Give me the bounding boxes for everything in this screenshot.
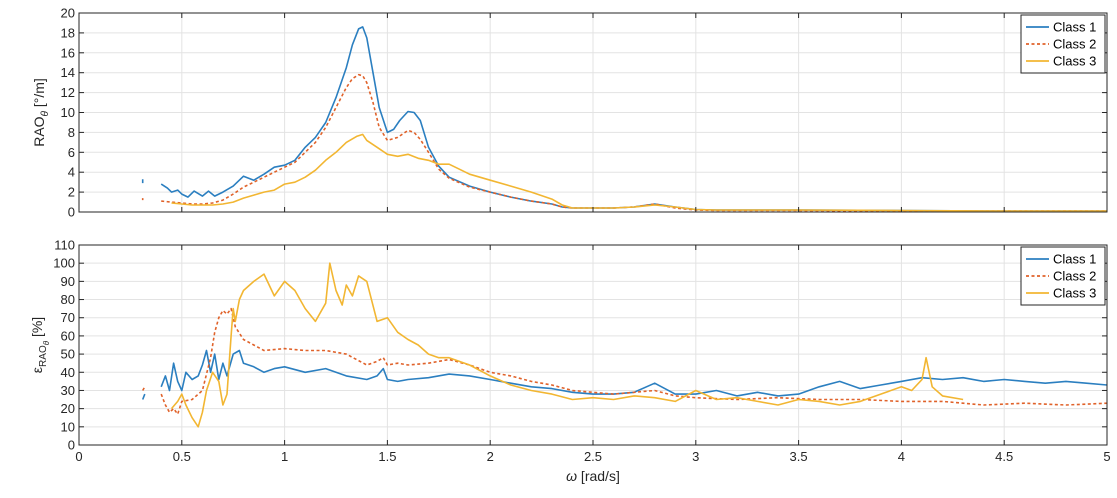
top-y-tick-label: 18 xyxy=(61,25,75,40)
bottom-x-axis-label: ω [rad/s] xyxy=(566,468,620,484)
bottom-legend-label-class-3: Class 3 xyxy=(1053,286,1096,301)
top-y-tick-label: 16 xyxy=(61,45,75,60)
bottom-x-tick-label: 2.5 xyxy=(584,449,602,464)
bottom-series-line-class-1 xyxy=(141,349,1107,400)
bottom-y-tick-label: 110 xyxy=(54,238,75,253)
bottom-x-tick-label: 3.5 xyxy=(790,449,808,464)
top-y-tick-label: 10 xyxy=(61,105,75,120)
top-y-tick-label: 6 xyxy=(68,145,75,160)
bottom-legend-box xyxy=(1020,246,1106,306)
top-legend-label-class-1: Class 1 xyxy=(1053,20,1096,35)
bottom-y-tick-label: 50 xyxy=(61,347,75,362)
top-series-line-class-2 xyxy=(141,73,1107,212)
top-y-axis-label: RAOθ [°/m] xyxy=(31,78,51,147)
bottom-legend-label-class-1: Class 1 xyxy=(1053,252,1096,267)
bottom-x-tick-label: 5 xyxy=(1103,449,1110,464)
bottom-y-tick-label: 100 xyxy=(53,256,75,271)
bottom-y-tick-label: 90 xyxy=(61,274,75,289)
bottom-x-tick-label: 1 xyxy=(281,449,288,464)
bottom-y-tick-label: 20 xyxy=(61,401,75,416)
bottom-y-tick-label: 60 xyxy=(61,328,75,343)
top-legend: Class 1 Class 2 Class 3 xyxy=(1020,14,1106,74)
bottom-x-tick-label: 4.5 xyxy=(995,449,1013,464)
top-y-tick-label: 8 xyxy=(68,125,75,140)
bottom-y-tick-label: 40 xyxy=(61,365,75,380)
top-legend-box xyxy=(1020,14,1106,74)
bottom-series-line-class-2 xyxy=(142,307,1107,415)
top-legend-label-class-3: Class 3 xyxy=(1053,54,1096,69)
bottom-x-tick-label: 4 xyxy=(898,449,905,464)
top-legend-label-class-2: Class 2 xyxy=(1053,37,1096,52)
top-y-tick-label: 12 xyxy=(61,85,75,100)
bottom-y-tick-label: 0 xyxy=(68,438,75,453)
bottom-series-line-class-3 xyxy=(170,262,964,428)
bottom-x-tick-label: 1.5 xyxy=(378,449,396,464)
bottom-y-axis-label: εRAOθ [%] xyxy=(29,317,51,373)
top-y-tick-label: 2 xyxy=(68,185,75,200)
bottom-x-tick-label: 0 xyxy=(75,449,82,464)
bottom-y-tick-label: 30 xyxy=(61,383,75,398)
bottom-legend-label-class-2: Class 2 xyxy=(1053,269,1096,284)
bottom-x-tick-label: 3 xyxy=(692,449,699,464)
bottom-x-tick-label: 0.5 xyxy=(173,449,191,464)
bottom-legend: Class 1 Class 2 Class 3 xyxy=(1020,246,1106,306)
top-y-tick-label: 14 xyxy=(61,65,75,80)
bottom-x-tick-label: 2 xyxy=(487,449,494,464)
bottom-y-tick-label: 10 xyxy=(61,419,75,434)
top-y-tick-label: 20 xyxy=(61,6,75,21)
bottom-panel: 0 0.5 1 1.5 2 2.5 3 3.5 4 4.5 50102030405060708090… xyxy=(29,238,1111,485)
top-y-tick-label: 0 xyxy=(68,205,75,220)
bottom-y-tick-label: 80 xyxy=(61,292,75,307)
top-series-line-class-3 xyxy=(171,133,1107,212)
bottom-y-tick-label: 70 xyxy=(61,310,75,325)
top-y-tick-label: 4 xyxy=(68,165,75,180)
